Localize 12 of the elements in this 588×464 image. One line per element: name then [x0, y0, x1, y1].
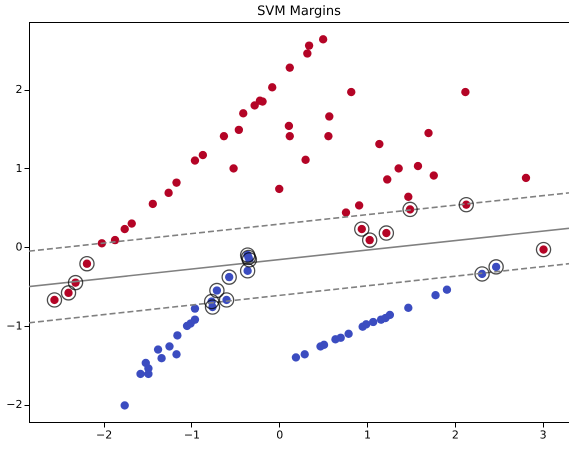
x-tick-label: 0 — [276, 428, 284, 442]
x-tick-label: 2 — [452, 428, 459, 442]
y-tick-label: −1 — [6, 319, 22, 332]
x-tick-label: 3 — [540, 428, 547, 442]
y-tick-label: 2 — [16, 83, 22, 96]
x-tick-label: −1 — [184, 428, 200, 442]
x-tick-label: 1 — [364, 428, 372, 442]
y-tick-label: 0 — [16, 240, 22, 254]
x-tick-label: −2 — [96, 428, 112, 442]
y-tick-label: −2 — [6, 398, 22, 412]
chart-title: SVM Margins — [257, 4, 342, 19]
y-tick-label: 1 — [16, 162, 22, 175]
